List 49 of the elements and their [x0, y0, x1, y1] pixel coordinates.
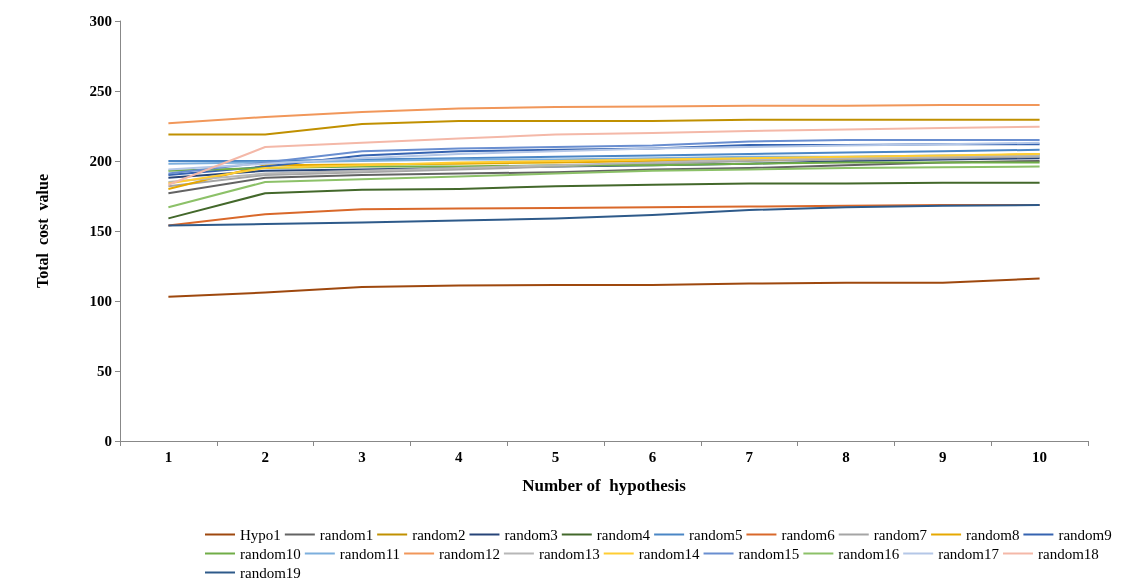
legend-label: random15 [738, 545, 800, 562]
x-tick-label: 10 [1032, 448, 1048, 465]
x-tick-label: 5 [551, 448, 560, 465]
y-tick-label: 150 [89, 223, 112, 239]
legend-label: random13 [538, 545, 600, 562]
y-axis-title: Total cost value [33, 173, 51, 289]
legend-label: random16 [838, 545, 900, 562]
legend-label: random19 [240, 564, 301, 581]
y-tick-label: 50 [97, 363, 112, 379]
x-tick-label: 2 [261, 448, 269, 465]
legend-label: random5 [689, 526, 743, 543]
legend-label: random2 [412, 526, 466, 543]
line-series [167, 277, 1041, 298]
line-series [167, 125, 1041, 186]
line-series [167, 165, 1041, 209]
line-series [167, 118, 1041, 136]
legend-label: random9 [1058, 526, 1112, 543]
legend-label: random8 [966, 526, 1020, 543]
y-tick-label: 250 [89, 83, 112, 99]
line-series [167, 160, 1041, 195]
legend-label: Hypo1 [240, 526, 281, 543]
y-tick-label: 100 [89, 293, 112, 309]
legend-label: random4 [596, 526, 651, 543]
y-tick-label: 200 [89, 153, 112, 169]
legend-label: random10 [240, 545, 301, 562]
line-series [167, 104, 1041, 125]
legend-label: random3 [504, 526, 558, 543]
legend-label: random17 [938, 545, 1000, 562]
x-tick-label: 7 [745, 448, 754, 465]
x-tick-label: 1 [164, 448, 173, 465]
x-tick-label: 6 [648, 448, 657, 465]
x-axis-title: Number of hypothesis [522, 476, 687, 495]
line-series [167, 148, 1041, 162]
y-tick-label: 300 [89, 13, 112, 29]
legend-label: random18 [1038, 545, 1099, 562]
legend-label: random6 [781, 526, 836, 543]
legend-label: random12 [439, 545, 500, 562]
legend-label: random1 [319, 526, 374, 543]
legend-label: random7 [873, 526, 928, 543]
legend-label: random14 [638, 545, 701, 562]
line-series [167, 204, 1041, 227]
line-series [167, 181, 1041, 220]
x-tick-label: 3 [358, 448, 366, 465]
legend-label: random11 [339, 545, 401, 562]
y-tick-label: 0 [104, 433, 112, 449]
x-tick-label: 4 [455, 448, 464, 465]
x-tick-label: 9 [939, 448, 947, 465]
line-series [167, 161, 1041, 172]
x-tick-label: 8 [842, 448, 850, 465]
